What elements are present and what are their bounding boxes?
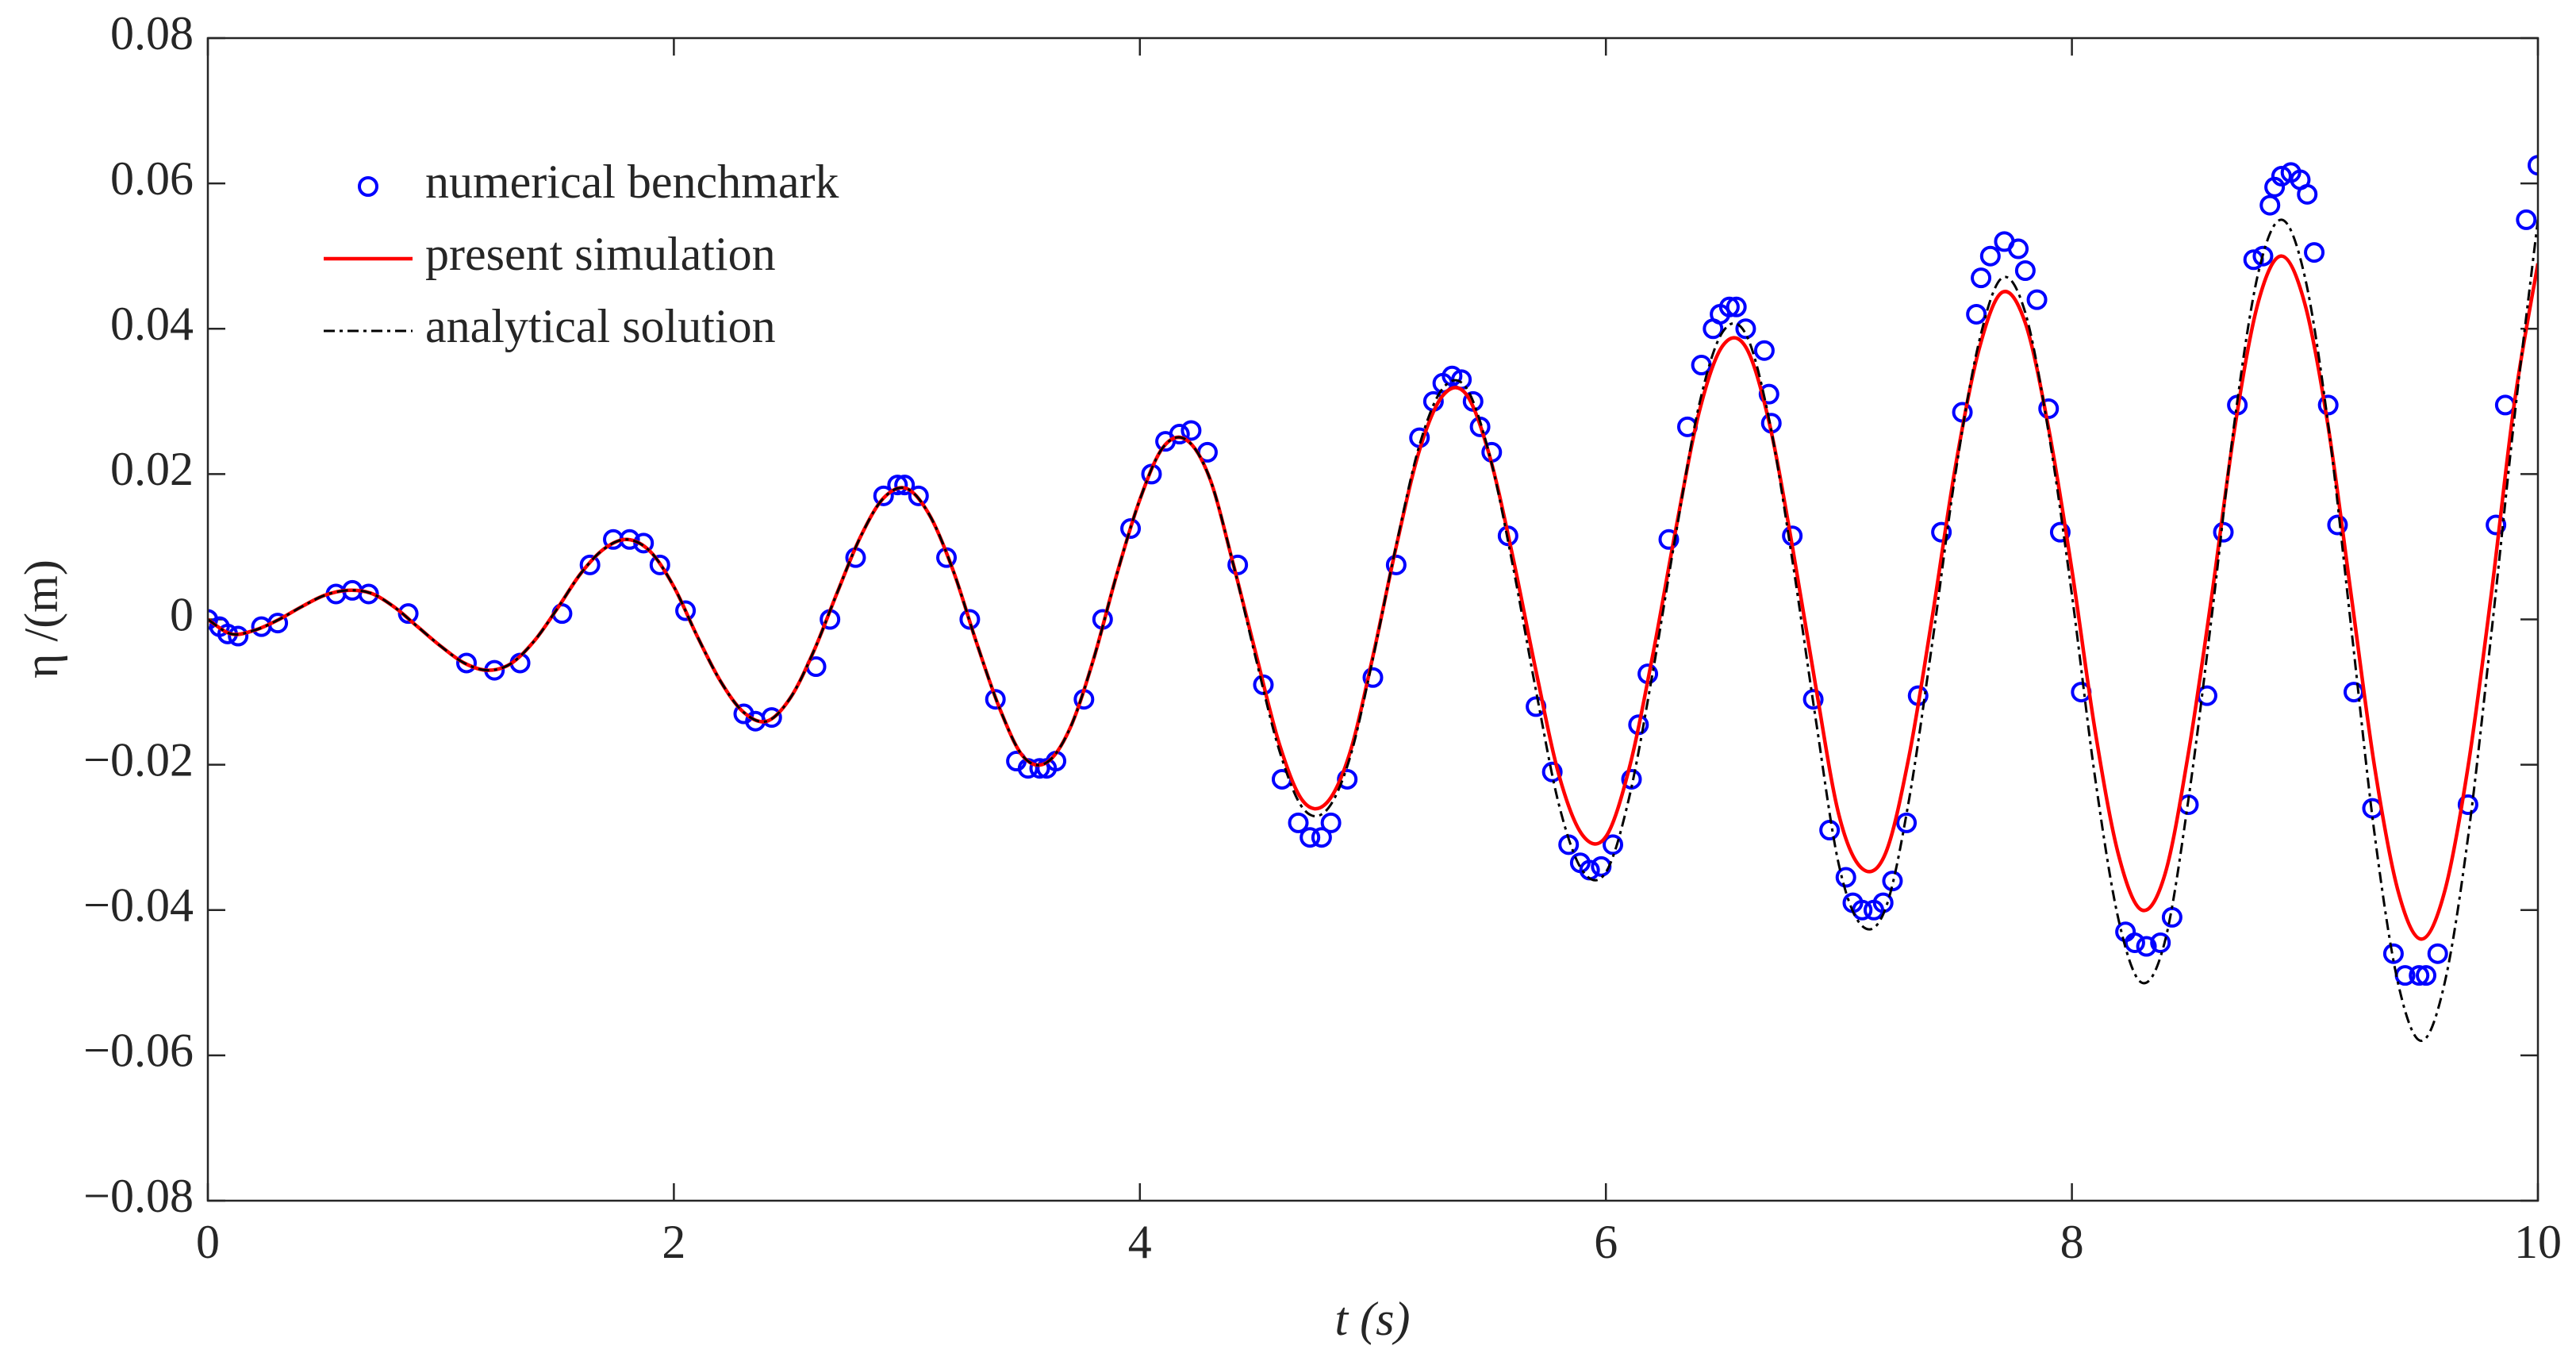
- x-tick-label: 4: [1128, 1216, 1152, 1268]
- data-point: [1896, 812, 1918, 833]
- data-point: [2150, 932, 2171, 953]
- data-point: [2136, 936, 2157, 957]
- data-point: [228, 625, 249, 647]
- data-point: [1753, 340, 1775, 361]
- x-tick-label: 8: [2060, 1216, 2084, 1268]
- data-point: [1169, 424, 1190, 445]
- data-point: [2327, 514, 2348, 536]
- data-point: [2026, 289, 2048, 310]
- data-point: [2317, 394, 2339, 416]
- y-tick-label: −0.06: [83, 1025, 194, 1077]
- data-point: [2382, 943, 2404, 964]
- data-point: [1442, 365, 1463, 386]
- data-point: [1931, 521, 1952, 543]
- y-tick-label: −0.02: [83, 733, 194, 786]
- legend-label: analytical solution: [425, 300, 776, 352]
- data-point: [456, 652, 478, 674]
- data-point: [2038, 398, 2060, 419]
- data-point: [633, 532, 655, 554]
- x-tick-label: 6: [1594, 1216, 1618, 1268]
- data-point: [2161, 906, 2182, 928]
- data-point: [649, 554, 670, 575]
- data-point: [1621, 768, 1642, 790]
- data-point: [2427, 943, 2448, 964]
- y-tick-label: −0.04: [83, 879, 194, 932]
- data-point: [397, 603, 419, 625]
- data-point: [2457, 794, 2478, 815]
- data-point: [985, 689, 1006, 710]
- legend-label: present simulation: [425, 228, 776, 280]
- data-point: [908, 485, 929, 506]
- y-tick-label: 0.04: [110, 298, 194, 350]
- data-point: [2416, 965, 2437, 986]
- data-point: [1735, 318, 1756, 340]
- data-point: [2409, 965, 2430, 986]
- y-tick-label: 0.06: [110, 152, 194, 205]
- data-point: [1819, 820, 1841, 841]
- data-point: [1971, 267, 1992, 289]
- data-point: [2014, 260, 2036, 281]
- data-point: [894, 475, 916, 496]
- x-tick-label: 10: [2514, 1216, 2562, 1268]
- data-point: [1311, 827, 1332, 848]
- data-point: [761, 707, 782, 729]
- data-point: [1802, 689, 1824, 710]
- x-tick-label: 0: [196, 1216, 220, 1268]
- y-tick-label: 0.02: [110, 443, 194, 495]
- data-point: [2252, 245, 2274, 267]
- legend-label: numerical benchmark: [425, 156, 839, 208]
- legend-marker: [358, 176, 378, 197]
- data-line: [208, 218, 2538, 1043]
- data-point: [1966, 303, 1987, 325]
- data-point: [1300, 827, 1321, 848]
- data-point: [2516, 209, 2537, 230]
- data-point: [1658, 529, 1680, 550]
- data-point: [2124, 932, 2145, 953]
- y-axis-label: η /(m): [15, 559, 67, 679]
- data-point: [873, 485, 894, 506]
- data-point: [1320, 812, 1342, 833]
- data-point: [887, 475, 908, 496]
- x-tick-label: 2: [662, 1216, 685, 1268]
- data-point: [1181, 420, 1202, 441]
- data-point: [358, 583, 379, 605]
- data-point: [1385, 554, 1407, 575]
- data-point: [2049, 521, 2071, 543]
- data-point: [1227, 554, 1249, 575]
- data-point: [2486, 514, 2507, 536]
- y-tick-label: −0.08: [83, 1170, 194, 1222]
- data-point: [675, 600, 697, 621]
- data-point: [1882, 871, 1903, 892]
- plot-frame: [206, 37, 2540, 1202]
- data-point: [2528, 155, 2538, 176]
- data-point: [2213, 521, 2234, 543]
- data-point: [1362, 667, 1384, 688]
- data-point: [579, 554, 601, 575]
- y-tick-label: 0: [170, 588, 194, 640]
- data-point: [1120, 518, 1142, 540]
- data-point: [1541, 761, 1563, 782]
- data-point: [959, 609, 981, 630]
- data-point: [1835, 867, 1856, 888]
- data-point: [1726, 296, 1747, 317]
- data-point: [2304, 242, 2325, 263]
- data-point: [1758, 383, 1779, 405]
- data-point: [2008, 238, 2029, 260]
- data-point: [1029, 758, 1050, 779]
- data-point: [2271, 165, 2292, 186]
- data-point: [2259, 194, 2281, 216]
- data-point: [1979, 245, 2001, 267]
- data-point: [1288, 812, 1309, 833]
- data-point: [2297, 183, 2318, 205]
- data-point: [1718, 296, 1740, 317]
- x-axis-label: t (s): [1335, 1293, 1411, 1345]
- y-tick-label: 0.08: [110, 7, 194, 60]
